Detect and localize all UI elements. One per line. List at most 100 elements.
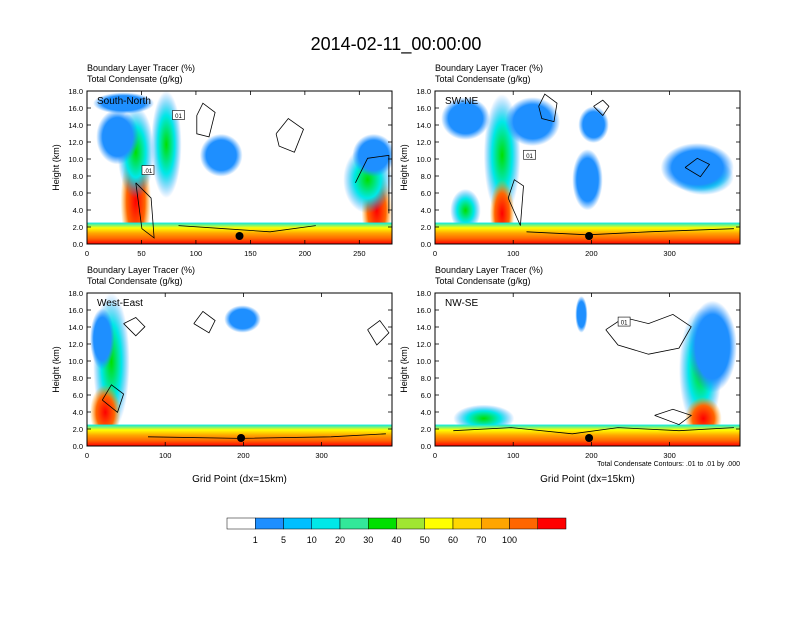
colorbar-swatch bbox=[255, 517, 284, 530]
condensate-contour bbox=[367, 319, 390, 346]
panel-name: West-East bbox=[97, 298, 143, 309]
panels-group: Boundary Layer Tracer (%)Total Condensat… bbox=[51, 63, 741, 485]
contour-label: 01 bbox=[621, 321, 628, 327]
condensate-contour bbox=[193, 310, 216, 334]
y-axis-label: Height (km) bbox=[51, 144, 61, 191]
condensate-contour bbox=[275, 117, 304, 153]
x-tick-label: 100 bbox=[190, 249, 203, 258]
y-tick-label: 0.0 bbox=[421, 240, 431, 249]
condensate-contour bbox=[654, 408, 693, 426]
y-tick-label: 2.0 bbox=[421, 425, 431, 434]
colorbar-swatch bbox=[452, 517, 482, 530]
location-marker bbox=[585, 434, 594, 442]
contour-label: 01 bbox=[526, 154, 533, 160]
panel-frame bbox=[434, 90, 741, 245]
contour-label-box bbox=[141, 165, 155, 175]
condensate-contour bbox=[593, 99, 610, 117]
panel-subtitle: Total Condensate (g/kg) bbox=[435, 276, 531, 286]
colorbar-swatch bbox=[424, 517, 454, 530]
panel-subtitle: Total Condensate (g/kg) bbox=[87, 276, 183, 286]
x-tick-label: 100 bbox=[507, 451, 520, 460]
y-axis-label: Height (km) bbox=[399, 346, 409, 393]
y-tick-label: 10.0 bbox=[68, 155, 83, 164]
y-tick-label: 14.0 bbox=[68, 323, 83, 332]
x-tick-label: 200 bbox=[585, 249, 598, 258]
y-tick-label: 6.0 bbox=[73, 391, 83, 400]
colorbar-label: 5 bbox=[281, 535, 286, 545]
y-tick-label: 18.0 bbox=[68, 289, 83, 298]
colorbar-label: 60 bbox=[448, 535, 458, 545]
tracer-field-blob bbox=[199, 133, 243, 177]
contour-label: 01 bbox=[175, 114, 182, 120]
tracer-field-blob bbox=[575, 296, 588, 333]
colorbar-label: 40 bbox=[391, 535, 401, 545]
condensate-contour bbox=[123, 317, 146, 337]
colorbar-label: 50 bbox=[420, 535, 430, 545]
contour-label-box bbox=[617, 316, 631, 327]
tracer-field-blob bbox=[93, 92, 155, 114]
x-tick-label: 300 bbox=[663, 451, 676, 460]
panel-subtitle: Boundary Layer Tracer (%) bbox=[87, 63, 195, 73]
x-tick-label: 100 bbox=[507, 249, 520, 258]
panel-frame bbox=[86, 90, 393, 245]
x-tick-label: 250 bbox=[353, 249, 366, 258]
tracer-field-blob bbox=[660, 143, 734, 192]
panel-subtitle: Boundary Layer Tracer (%) bbox=[87, 265, 195, 275]
colorbar-label: 20 bbox=[335, 535, 345, 545]
panel-name: SW-NE bbox=[445, 96, 478, 107]
panel-field bbox=[435, 293, 740, 446]
y-tick-label: 6.0 bbox=[73, 189, 83, 198]
panel-sw-ne: Boundary Layer Tracer (%)Total Condensat… bbox=[399, 63, 741, 258]
panel-south-north: Boundary Layer Tracer (%)Total Condensat… bbox=[51, 63, 393, 258]
panel-field bbox=[87, 293, 392, 446]
y-tick-label: 12.0 bbox=[416, 138, 431, 147]
y-tick-label: 8.0 bbox=[73, 374, 83, 383]
y-tick-label: 8.0 bbox=[421, 374, 431, 383]
x-tick-label: 50 bbox=[137, 249, 145, 258]
y-tick-label: 2.0 bbox=[421, 223, 431, 232]
y-tick-label: 6.0 bbox=[421, 189, 431, 198]
y-tick-label: 18.0 bbox=[416, 87, 431, 96]
y-tick-label: 6.0 bbox=[421, 391, 431, 400]
contour-label-box bbox=[523, 149, 536, 160]
contour-label: .01 bbox=[144, 169, 153, 175]
y-axis-label: Height (km) bbox=[51, 346, 61, 393]
y-tick-label: 12.0 bbox=[68, 138, 83, 147]
location-marker bbox=[235, 232, 244, 240]
tracer-field-blob bbox=[352, 133, 392, 177]
condensate-contour bbox=[453, 427, 734, 435]
x-axis-label: Grid Point (dx=15km) bbox=[192, 474, 287, 485]
x-tick-label: 150 bbox=[244, 249, 257, 258]
y-tick-label: 2.0 bbox=[73, 223, 83, 232]
colorbar-label: 30 bbox=[363, 535, 373, 545]
tracer-field-blob bbox=[96, 109, 139, 165]
colorbar-swatch bbox=[283, 517, 312, 530]
panel-name: South-North bbox=[97, 96, 151, 107]
colorbar: 1 5 10 20 30 40 50 60 70 100 bbox=[226, 517, 567, 545]
condensate-contour bbox=[147, 433, 386, 439]
figure-title: 2014-02-11_00:00:00 bbox=[311, 34, 482, 55]
x-axis-label: Grid Point (dx=15km) bbox=[540, 474, 635, 485]
colorbar-swatch bbox=[368, 517, 397, 530]
y-tick-label: 0.0 bbox=[73, 442, 83, 451]
y-tick-label: 10.0 bbox=[416, 357, 431, 366]
colorbar-label: 70 bbox=[476, 535, 486, 545]
colorbar-swatch bbox=[396, 517, 425, 530]
condensate-contour bbox=[538, 93, 558, 123]
x-tick-label: 0 bbox=[85, 451, 89, 460]
panel-nw-se: Boundary Layer Tracer (%)Total Condensat… bbox=[399, 265, 741, 485]
tracer-field-blob bbox=[441, 97, 490, 140]
panel-name: NW-SE bbox=[445, 298, 478, 309]
y-tick-label: 16.0 bbox=[416, 104, 431, 113]
tracer-field-blob bbox=[450, 188, 481, 232]
contour-label-box bbox=[172, 110, 185, 120]
condensate-contour bbox=[101, 384, 125, 413]
colorbar-swatch bbox=[226, 517, 256, 530]
y-tick-label: 10.0 bbox=[416, 155, 431, 164]
tracer-field-blob bbox=[578, 106, 609, 144]
location-marker bbox=[585, 232, 594, 240]
y-tick-label: 12.0 bbox=[416, 340, 431, 349]
x-tick-label: 100 bbox=[159, 451, 172, 460]
x-tick-label: 300 bbox=[663, 249, 676, 258]
